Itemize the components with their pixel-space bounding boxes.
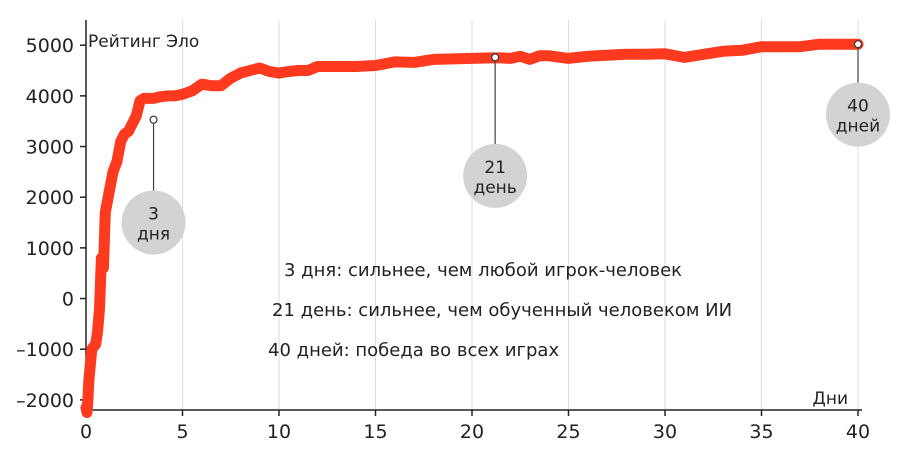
x-axis-title: Дни (813, 389, 848, 409)
annotation-21-days: 21 день: сильнее, чем обученный человеко… (272, 300, 732, 321)
marker-point (491, 53, 500, 62)
series-line-0 (80, 38, 864, 418)
marker-bubble-number: 40 (847, 97, 869, 117)
axes (80, 20, 862, 416)
y-tick-label: –2000 (16, 390, 74, 412)
grid-lines (182, 20, 859, 410)
marker-bubble-number: 3 (148, 205, 159, 225)
x-tick-label: 5 (176, 421, 188, 443)
x-tick-label: 30 (653, 421, 677, 443)
marker-bubble-unit: день (473, 178, 516, 198)
marker-point (853, 40, 863, 49)
y-tick-label: 0 (62, 289, 74, 311)
y-tick-label: –1000 (16, 339, 74, 361)
annotation-40-days: 40 дней: победа во всех играх (268, 340, 559, 361)
tick-labels: –2000 –1000 0 1000 2000 3000 4000 5000 0 5 10 15 20 2… (16, 35, 870, 443)
x-tick-label: 0 (80, 421, 92, 443)
x-tick-label: 25 (556, 421, 580, 443)
marker-bubble (826, 82, 890, 147)
marker-point (149, 115, 158, 124)
x-tick-label: 35 (749, 421, 773, 443)
series (80, 38, 864, 418)
annotation-3-days: 3 дня: сильнее, чем любой игрок-человек (284, 260, 682, 281)
x-tick-label: 10 (267, 421, 291, 443)
y-tick-label: 1000 (26, 238, 74, 260)
marker-bubble-unit: дня (137, 225, 170, 245)
marker-bubble-number: 21 (484, 158, 506, 178)
y-tick-label: 5000 (26, 35, 74, 57)
y-tick-label: 4000 (26, 86, 74, 108)
y-tick-label: 2000 (26, 187, 74, 209)
x-tick-label: 15 (363, 421, 387, 443)
marker-bubble (121, 190, 186, 255)
marker-bubble (463, 143, 528, 208)
y-tick-label: 3000 (26, 137, 74, 159)
x-tick-label: 20 (460, 421, 484, 443)
marker-bubble-unit: дней (836, 117, 880, 137)
x-tick-label: 40 (846, 421, 870, 443)
y-axis-title: Рейтинг Эло (88, 32, 199, 52)
annotations: 3 дня: сильнее, чем любой игрок-человек … (268, 260, 732, 361)
